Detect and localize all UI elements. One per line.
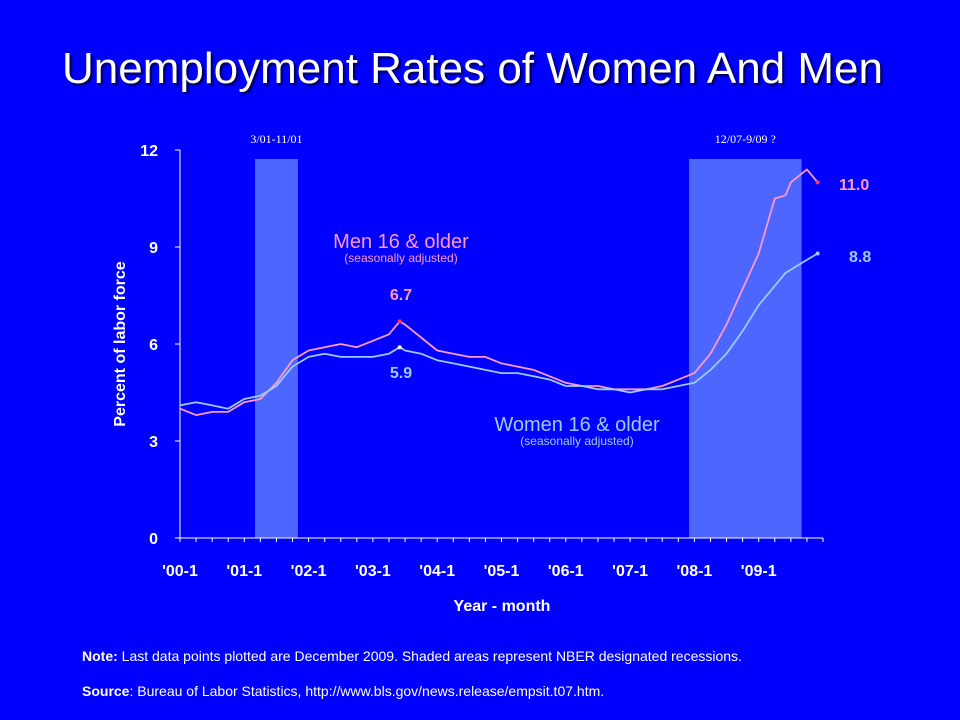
source-label: Source bbox=[82, 683, 130, 699]
note-text: Last data points plotted are December 20… bbox=[117, 648, 742, 664]
x-tick-label: '00-1 bbox=[162, 563, 198, 580]
recession-band bbox=[255, 159, 298, 538]
x-tick-label: '01-1 bbox=[226, 563, 262, 580]
men-peak-label: 6.7 bbox=[390, 287, 412, 304]
women-series-label: Women 16 & older bbox=[494, 414, 660, 436]
x-tick-label: '05-1 bbox=[484, 563, 520, 580]
y-axis-label: Percent of labor force bbox=[112, 261, 129, 426]
men-last-point bbox=[815, 180, 820, 185]
x-tick-label: '08-1 bbox=[676, 563, 712, 580]
x-tick-label: '06-1 bbox=[548, 563, 584, 580]
source-text: : Bureau of Labor Statistics, http://www… bbox=[129, 683, 605, 699]
women-series-note: (seasonally adjusted) bbox=[520, 434, 633, 448]
women-series-line bbox=[179, 252, 819, 410]
y-tick-label: 12 bbox=[140, 143, 158, 160]
women-peak-point bbox=[397, 345, 402, 350]
note-label: Note: bbox=[82, 648, 118, 664]
y-tick-label: 3 bbox=[149, 434, 158, 451]
men-series-note: (seasonally adjusted) bbox=[344, 251, 457, 265]
men-peak-point bbox=[397, 319, 402, 324]
recession-label: 3/01-11/01 bbox=[250, 132, 302, 146]
x-tick-label: '02-1 bbox=[291, 563, 327, 580]
x-tick-label: '03-1 bbox=[355, 563, 391, 580]
y-tick-label: 9 bbox=[149, 240, 158, 257]
women-last-label: 8.8 bbox=[849, 249, 871, 266]
x-tick-label: '04-1 bbox=[419, 563, 455, 580]
men-series-label: Men 16 & older bbox=[333, 231, 469, 253]
chart-title: Unemployment Rates of Women And Men bbox=[62, 44, 883, 93]
x-axis-label: Year - month bbox=[454, 598, 551, 615]
y-tick-label: 6 bbox=[149, 337, 158, 354]
women-last-point bbox=[815, 251, 820, 256]
women-peak-label: 5.9 bbox=[390, 365, 412, 382]
recession-label: 12/07-9/09 ? bbox=[715, 132, 776, 146]
men-series-line bbox=[179, 168, 819, 417]
y-tick-label: 0 bbox=[149, 531, 158, 548]
chart-note: Note: Last data points plotted are Decem… bbox=[82, 648, 742, 664]
x-tick-label: '09-1 bbox=[741, 563, 777, 580]
recession-band bbox=[689, 159, 802, 538]
chart-source: Source: Bureau of Labor Statistics, http… bbox=[82, 683, 604, 699]
men-last-label: 11.0 bbox=[839, 177, 869, 194]
x-tick-label: '07-1 bbox=[612, 563, 648, 580]
